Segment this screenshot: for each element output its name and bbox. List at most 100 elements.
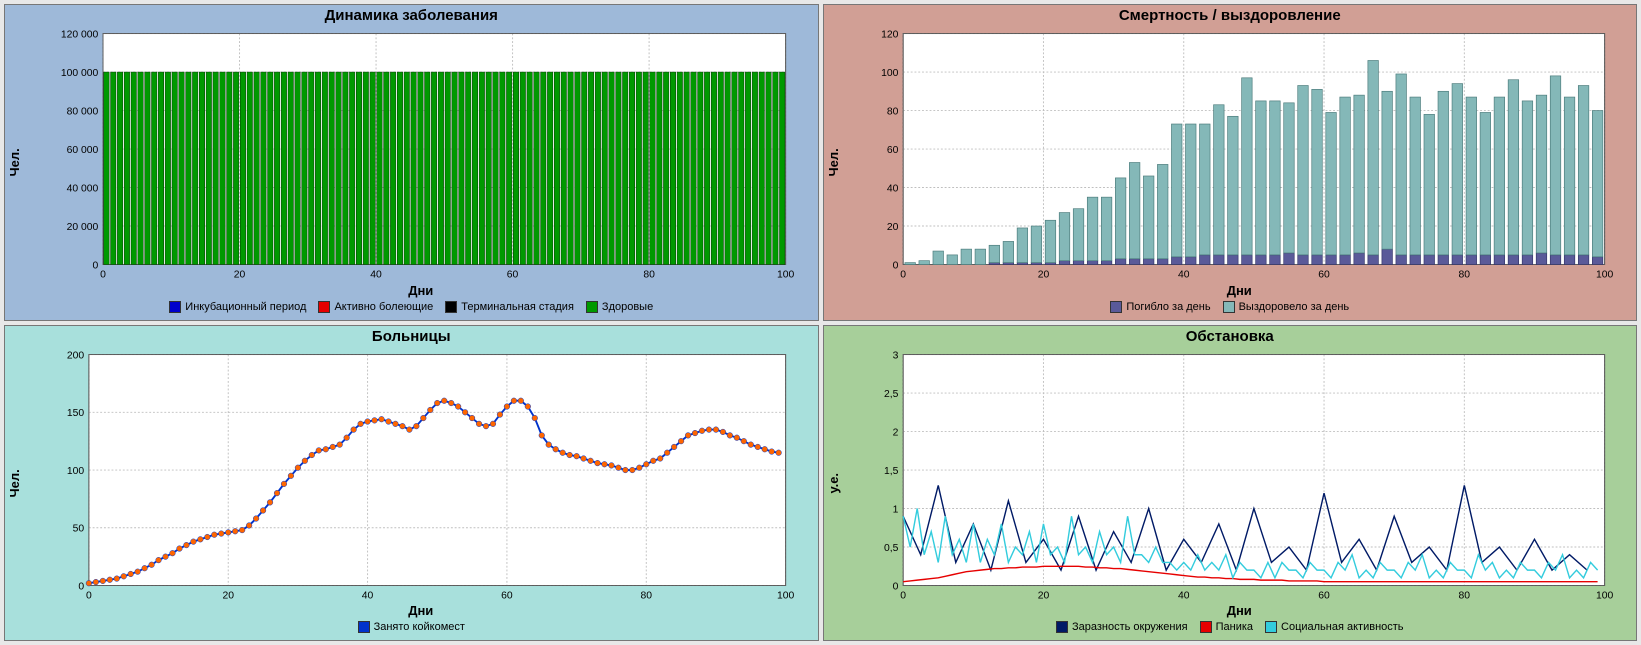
svg-text:0: 0 [78,581,84,592]
svg-text:50: 50 [73,523,85,534]
svg-text:100: 100 [67,465,85,476]
legend-item: Занято койкомест [358,621,465,633]
legend-label: Активно болеющие [334,301,433,313]
svg-text:100: 100 [777,590,795,601]
svg-text:100: 100 [1595,590,1613,601]
svg-text:120 000: 120 000 [61,29,99,40]
panel-title: Смертность / выздоровление [824,5,1637,26]
svg-text:100: 100 [777,270,795,281]
dashboard-grid: Динамика заболевания Чел. 020 00040 0006… [0,0,1641,645]
svg-text:0: 0 [100,270,106,281]
legend-label: Заразность окружения [1072,621,1188,633]
legend-swatch [586,301,598,313]
svg-text:0: 0 [892,581,898,592]
legend-label: Погибло за день [1126,301,1210,313]
svg-text:20: 20 [1037,270,1049,281]
svg-text:2,5: 2,5 [884,388,899,399]
legend-item: Здоровые [586,301,653,313]
legend-label: Социальная активность [1281,621,1404,633]
svg-text:100: 100 [881,68,899,79]
svg-text:60: 60 [507,270,519,281]
x-axis-label: Дни [843,602,1637,619]
legend-item: Терминальная стадия [445,301,574,313]
panel-hospitals: Больницы Чел. 050100150200020406080100 Д… [4,325,819,642]
legend-swatch [1223,301,1235,313]
legend-swatch [1200,621,1212,633]
legend-swatch [358,621,370,633]
svg-text:0: 0 [93,260,99,271]
legend-swatch [1056,621,1068,633]
legend-situation: Заразность окружения Паника Социальная акт… [824,619,1637,640]
svg-text:120: 120 [881,29,899,40]
legend-mortality: Погибло за день Выздоровело за день [824,299,1637,320]
svg-text:0: 0 [900,590,906,601]
legend-item: Паника [1200,621,1253,633]
legend-label: Здоровые [602,301,653,313]
panel-disease: Динамика заболевания Чел. 0 20 000 40 000 6… [4,4,819,321]
svg-text:40: 40 [1177,590,1189,601]
svg-text:60: 60 [501,590,513,601]
svg-text:40: 40 [886,183,898,194]
svg-text:80: 80 [643,270,655,281]
legend-label: Терминальная стадия [461,301,574,313]
svg-text:20: 20 [234,270,246,281]
svg-text:60: 60 [886,145,898,156]
svg-text:20: 20 [1037,590,1049,601]
y-axis-label: у.е. [824,347,843,620]
x-axis-label: Дни [24,602,818,619]
svg-text:60: 60 [1318,590,1330,601]
legend-swatch [169,301,181,313]
svg-text:0: 0 [892,260,898,271]
svg-text:100: 100 [1595,270,1613,281]
legend-item: Выздоровело за день [1223,301,1350,313]
svg-text:20: 20 [222,590,234,601]
svg-text:0: 0 [86,590,92,601]
legend-item: Заразность окружения [1056,621,1188,633]
x-axis-label: Дни [843,282,1637,299]
legend-item: Погибло за день [1110,301,1210,313]
chart-hospitals: 0 50 100 150 200 0 20 40 60 80 100 [24,347,818,603]
svg-text:40: 40 [362,590,374,601]
svg-text:1: 1 [892,504,898,515]
svg-text:100 000: 100 000 [61,68,99,79]
svg-text:2: 2 [892,427,898,438]
legend-item: Инкубационный период [169,301,306,313]
legend-label: Выздоровело за день [1239,301,1350,313]
panel-situation: Обстановка у.е. 0 0,5 1 1,5 2 2,5 3 0 20 40 60 80 10… [823,325,1638,642]
svg-text:60: 60 [1318,270,1330,281]
svg-text:40 000: 40 000 [67,183,99,194]
chart-mortality: 020406080100120020406080100 [843,26,1637,282]
x-axis-label: Дни [24,282,818,299]
svg-text:80: 80 [886,106,898,117]
svg-text:1,5: 1,5 [884,465,899,476]
svg-text:0: 0 [900,270,906,281]
legend-label: Инкубационный период [185,301,306,313]
svg-text:80: 80 [1458,270,1470,281]
legend-swatch [1265,621,1277,633]
legend-swatch [318,301,330,313]
svg-text:3: 3 [892,350,898,361]
panel-title: Динамика заболевания [5,5,818,26]
legend-label: Паника [1216,621,1253,633]
svg-text:40: 40 [370,270,382,281]
svg-text:80: 80 [641,590,653,601]
svg-text:20 000: 20 000 [67,222,99,233]
svg-text:20: 20 [886,222,898,233]
legend-item: Активно болеющие [318,301,433,313]
legend-item: Социальная активность [1265,621,1404,633]
svg-text:80: 80 [1458,590,1470,601]
panel-title: Обстановка [824,326,1637,347]
panel-mortality: Смертность / выздоровление Чел. 02040608… [823,4,1638,321]
svg-text:200: 200 [67,350,85,361]
chart-situation: 0 0,5 1 1,5 2 2,5 3 0 20 40 60 80 100 [843,347,1637,603]
svg-text:150: 150 [67,408,85,419]
svg-text:80 000: 80 000 [67,106,99,117]
svg-text:0,5: 0,5 [884,542,899,553]
svg-text:60 000: 60 000 [67,145,99,156]
y-axis-label: Чел. [5,347,24,620]
chart-disease: 0 20 000 40 000 60 000 80 000 100 000 120 000 0… [24,26,818,282]
legend-label: Занято койкомест [374,621,465,633]
y-axis-label: Чел. [5,26,24,299]
legend-disease: Инкубационный период Активно болеющие Терм… [5,299,818,320]
legend-swatch [1110,301,1122,313]
